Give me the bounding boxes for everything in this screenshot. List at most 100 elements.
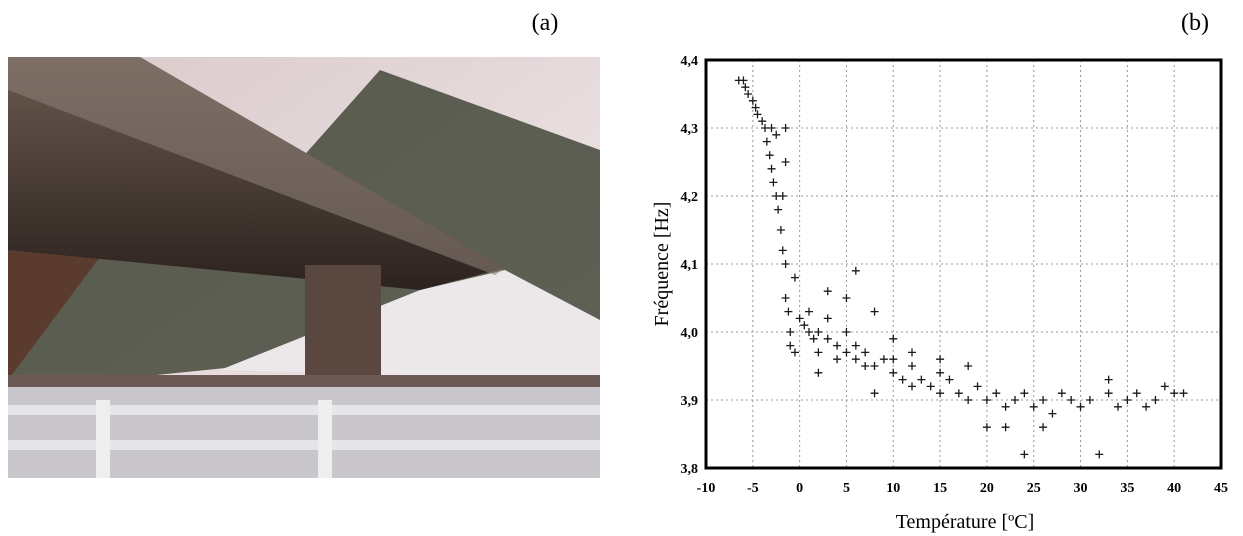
scatter-point <box>982 396 991 404</box>
photo-pier <box>305 265 381 375</box>
scatter-point <box>784 307 793 316</box>
scatter-point <box>786 341 795 350</box>
scatter-point <box>1067 396 1076 404</box>
scatter-point <box>805 328 813 336</box>
y-tick-label: 3,9 <box>681 394 699 409</box>
scatter-point <box>778 192 787 200</box>
scatter-point <box>1001 423 1010 432</box>
scatter-point <box>786 328 795 336</box>
photo-post <box>318 400 332 478</box>
scatter-point <box>889 368 898 377</box>
photo-trees-red <box>8 220 120 380</box>
scatter-point <box>1170 389 1179 398</box>
scatter-point <box>769 178 778 187</box>
scatter-point <box>861 348 870 357</box>
scatter-point <box>833 355 842 364</box>
scatter-point <box>992 389 1001 398</box>
scatter-point <box>814 348 823 357</box>
x-tick-label: 15 <box>933 481 947 496</box>
scatter-point <box>1057 389 1066 398</box>
scatter-point <box>776 226 785 234</box>
x-tick-label: 20 <box>980 481 994 496</box>
x-tick-label: 0 <box>796 481 803 496</box>
photo-deck-edge <box>8 57 505 275</box>
scatter-point <box>936 355 945 364</box>
scatter-point <box>879 355 888 364</box>
x-tick-label: 45 <box>1214 481 1228 496</box>
scatter-point <box>739 76 748 85</box>
scatter-point <box>762 137 771 146</box>
scatter-point <box>767 164 776 173</box>
scatter-point <box>917 375 926 384</box>
scatter-point <box>753 110 762 119</box>
photo-rail <box>8 375 600 387</box>
scatter-point <box>823 287 832 296</box>
scatter-point <box>800 321 809 330</box>
y-tick-label: 4,4 <box>681 54 699 69</box>
scatter-point <box>851 355 860 364</box>
y-axis-label: Fréquence [Hz] <box>651 202 673 327</box>
x-tick-label: 10 <box>886 481 900 496</box>
scatter-point <box>851 266 860 275</box>
scatter-point <box>851 341 860 350</box>
scatter-point <box>908 348 916 357</box>
x-tick-label: 35 <box>1120 481 1134 496</box>
plot-frame <box>704 58 1223 470</box>
scatter-point <box>1179 389 1188 398</box>
scatter-point <box>1104 375 1113 384</box>
scatter-point <box>1160 382 1169 391</box>
photo <box>8 57 600 478</box>
scatter-point <box>936 389 945 398</box>
scatter-point <box>842 294 851 302</box>
scatter-point <box>1142 402 1151 411</box>
scatter-point <box>805 307 813 316</box>
scatter-point <box>1011 396 1019 404</box>
scatter-point <box>1095 450 1104 459</box>
panel-label: (a) <box>532 10 559 36</box>
scatter-point <box>1029 402 1038 411</box>
scatter-point <box>1076 402 1085 411</box>
scatter-point <box>982 423 991 432</box>
scatter-point <box>889 334 898 343</box>
scatter-point <box>926 382 935 391</box>
x-tick-label: -10 <box>697 481 716 496</box>
scatter-point <box>778 246 787 255</box>
photo-guard <box>8 405 600 415</box>
scatter-point <box>765 151 774 160</box>
scatter-point <box>748 96 757 105</box>
scatter-point <box>1132 389 1141 398</box>
scatter-point <box>1085 396 1094 404</box>
scatter-point <box>1039 423 1048 432</box>
photo-post <box>96 400 110 478</box>
scatter-point <box>898 375 907 384</box>
x-tick-label: 40 <box>1167 481 1181 496</box>
scatter-point <box>964 362 973 370</box>
scatter-point <box>781 124 790 132</box>
scatter-point <box>889 355 898 364</box>
y-tick-label: 4,1 <box>681 258 699 273</box>
x-axis-label: Température [ºC] <box>896 511 1035 533</box>
scatter-point <box>751 103 760 112</box>
scatter-point <box>1020 450 1029 459</box>
scatter-point <box>1048 409 1057 418</box>
scatter-point <box>1114 402 1122 411</box>
scatter-point <box>741 83 750 92</box>
scatter-point <box>945 375 954 384</box>
scatter-point <box>870 307 879 316</box>
y-tick-label: 4,0 <box>681 326 699 341</box>
scatter-point <box>870 362 879 370</box>
panel-label: (b) <box>1181 10 1209 36</box>
scatter-point <box>908 362 916 370</box>
scatter-point <box>781 294 790 302</box>
scatter-point <box>842 348 851 357</box>
scatter-point <box>861 362 870 370</box>
x-tick-label: 5 <box>843 481 850 496</box>
photo-guard <box>8 440 600 450</box>
scatter-point <box>870 389 879 398</box>
scatter-point <box>772 130 781 139</box>
scatter-point <box>781 158 790 166</box>
scatter-point <box>767 124 776 132</box>
scatter-point <box>973 382 982 391</box>
scatter-point <box>1039 396 1048 404</box>
scatter-point <box>790 273 799 282</box>
